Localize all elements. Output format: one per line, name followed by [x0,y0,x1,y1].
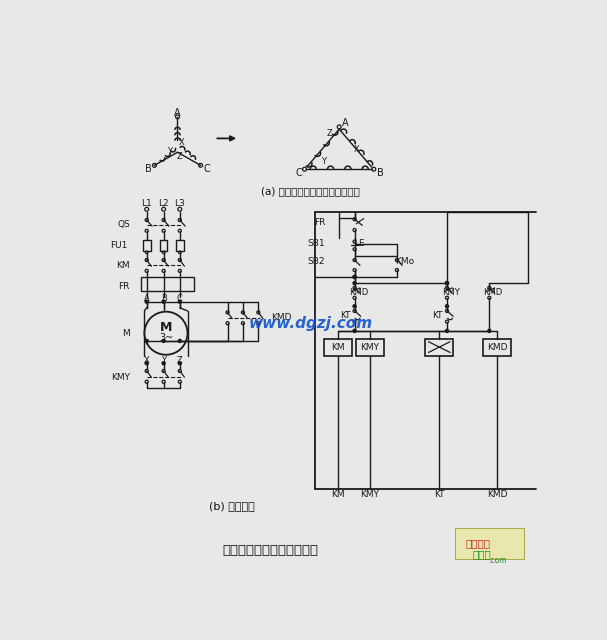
Bar [356,339,384,356]
Circle shape [353,305,356,308]
Text: M: M [160,321,172,333]
Circle shape [162,339,165,342]
Text: L2: L2 [158,198,169,207]
Text: 星形一三角形启动控制线路: 星形一三角形启动控制线路 [222,544,318,557]
Text: B: B [145,164,152,174]
Text: X: X [144,356,149,365]
Text: KMY: KMY [442,288,459,297]
Text: KM: KM [331,342,344,351]
Text: FR: FR [118,282,130,291]
Circle shape [178,339,181,342]
Circle shape [353,275,356,278]
Text: M: M [122,329,130,338]
Circle shape [353,275,356,278]
Text: KMD: KMD [349,288,368,297]
Bar [455,528,524,559]
Text: KMY: KMY [361,342,379,351]
Text: 接线图: 接线图 [472,549,491,559]
Circle shape [488,330,491,332]
Circle shape [145,300,148,303]
Circle shape [446,305,449,308]
Circle shape [446,282,449,285]
Circle shape [178,362,181,365]
Text: KMY: KMY [110,372,130,381]
Text: SB1: SB1 [308,239,325,248]
Text: KT: KT [340,311,351,320]
Text: L3: L3 [174,198,185,207]
Text: www.dgzj.com: www.dgzj.com [249,316,373,331]
Text: KMY: KMY [361,490,379,499]
Text: X: X [178,138,184,147]
Text: Y: Y [161,356,166,365]
Text: KT: KT [434,490,444,499]
Text: C: C [177,294,183,303]
Text: (a) 星形一三角形转换绕组连接图: (a) 星形一三角形转换绕组连接图 [261,186,360,196]
Text: KMD: KMD [271,312,292,321]
Text: A: A [174,108,181,118]
Text: FU1: FU1 [110,241,127,250]
Circle shape [145,362,148,365]
Text: E: E [358,239,364,248]
Text: FR: FR [314,218,325,227]
Text: KT: KT [433,311,443,320]
Text: (b) 控制线路: (b) 控制线路 [209,502,254,511]
Text: Y: Y [168,147,172,156]
Circle shape [162,300,165,303]
Circle shape [145,339,148,342]
Text: C: C [295,168,302,178]
Text: KMD: KMD [487,342,507,351]
Circle shape [178,300,181,303]
Bar [176,240,184,251]
Bar [160,240,168,251]
Bar [143,240,151,251]
Text: A: A [342,118,348,128]
Bar [324,339,351,356]
Text: Z: Z [177,152,183,161]
Bar [141,277,194,291]
Text: C: C [203,164,210,174]
Text: B: B [161,294,166,303]
Text: .com: .com [488,556,506,565]
Text: Z: Z [177,356,183,365]
Text: KM: KM [331,490,344,499]
Text: 电工之家: 电工之家 [466,538,490,548]
Circle shape [353,330,356,332]
Bar [483,339,511,356]
Circle shape [162,362,165,365]
Text: KMD: KMD [487,490,507,499]
Text: Y: Y [321,157,327,166]
Text: QS: QS [117,220,130,229]
Text: X: X [353,145,359,154]
Bar [426,339,453,356]
Text: B: B [376,168,384,178]
Text: KM: KM [116,261,130,270]
Text: 3~: 3~ [159,333,173,343]
Text: SB2: SB2 [308,257,325,266]
Circle shape [446,330,449,332]
Text: KMo: KMo [395,257,414,266]
Circle shape [446,282,449,285]
Text: L1: L1 [141,198,152,207]
Text: A: A [144,294,149,303]
Circle shape [353,282,356,285]
Text: KMD: KMD [484,288,503,297]
Text: Z: Z [327,129,333,138]
